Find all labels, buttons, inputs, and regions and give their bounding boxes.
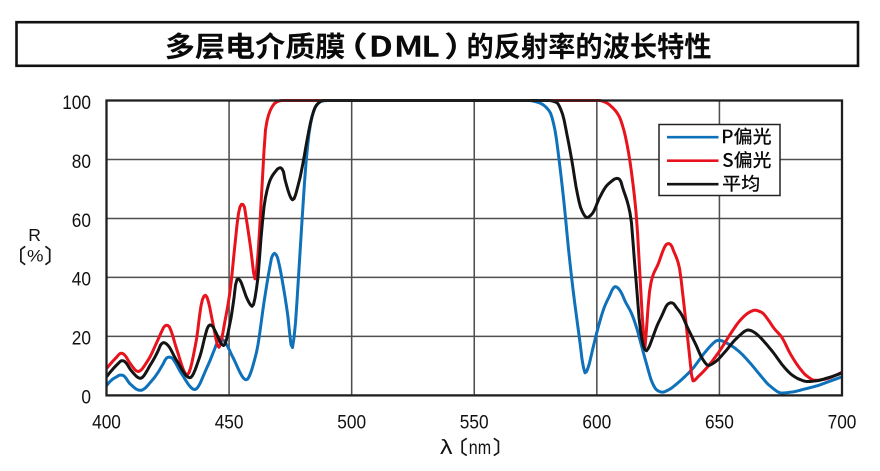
svg-text:500: 500 — [337, 413, 366, 434]
svg-text:0: 0 — [81, 388, 91, 409]
svg-text:nm: nm — [469, 437, 491, 459]
svg-text:650: 650 — [705, 413, 734, 434]
svg-text:λ: λ — [440, 436, 453, 459]
svg-text:600: 600 — [582, 413, 611, 434]
svg-text:700: 700 — [828, 413, 857, 434]
svg-text:450: 450 — [215, 413, 244, 434]
svg-text:100: 100 — [62, 93, 91, 114]
svg-text:R: R — [28, 225, 41, 245]
svg-text:20: 20 — [72, 329, 91, 350]
svg-text:80: 80 — [72, 152, 91, 173]
svg-text:550: 550 — [460, 413, 489, 434]
svg-text:40: 40 — [72, 270, 91, 291]
svg-text:400: 400 — [92, 413, 121, 434]
svg-text:%: % — [27, 247, 44, 265]
svg-text:60: 60 — [72, 211, 91, 232]
